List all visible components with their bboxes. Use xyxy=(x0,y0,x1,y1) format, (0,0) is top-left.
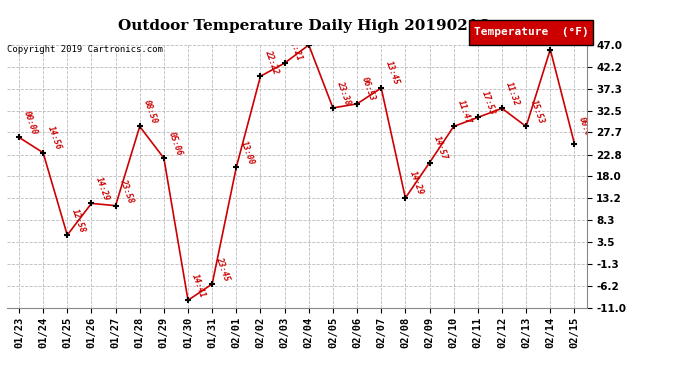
Text: 08:50: 08:50 xyxy=(142,99,159,125)
Text: 23:58: 23:58 xyxy=(118,178,135,204)
Point xyxy=(182,297,193,303)
Point xyxy=(207,281,218,287)
Text: 14:29: 14:29 xyxy=(408,170,425,196)
Point xyxy=(520,123,531,129)
Text: 00:00: 00:00 xyxy=(21,110,39,136)
Text: Outdoor Temperature Daily High 20190216: Outdoor Temperature Daily High 20190216 xyxy=(118,19,489,33)
Text: 00:00: 00:00 xyxy=(577,116,594,142)
Text: 11:47: 11:47 xyxy=(456,99,473,125)
Text: 05:06: 05:06 xyxy=(166,130,184,157)
Point xyxy=(472,114,483,120)
Text: Copyright 2019 Cartronics.com: Copyright 2019 Cartronics.com xyxy=(7,45,163,54)
Point xyxy=(134,123,145,129)
Text: 12:21: 12:21 xyxy=(287,35,304,62)
Text: 14:56: 14:56 xyxy=(46,125,63,152)
Point xyxy=(255,73,266,79)
Text: 13:45: 13:45 xyxy=(384,60,401,87)
Point xyxy=(303,42,314,48)
Text: 17:53: 17:53 xyxy=(480,90,497,116)
Text: 14:57: 14:57 xyxy=(432,135,449,161)
Point xyxy=(37,150,48,156)
Text: 14:29: 14:29 xyxy=(94,176,111,202)
Text: 13:08: 13:08 xyxy=(553,22,570,48)
Point xyxy=(328,105,339,111)
Point xyxy=(110,202,121,208)
Point xyxy=(497,105,508,111)
Point xyxy=(375,85,386,91)
Text: 06:53: 06:53 xyxy=(359,76,377,102)
Text: 13:00: 13:00 xyxy=(239,139,256,166)
Point xyxy=(86,200,97,206)
Text: 11:32: 11:32 xyxy=(504,80,522,107)
Point xyxy=(62,232,73,238)
Text: 22:22: 22:22 xyxy=(263,48,280,75)
Text: 23:45: 23:45 xyxy=(215,256,232,283)
Text: 12:58: 12:58 xyxy=(70,207,87,234)
Text: Temperature  (°F): Temperature (°F) xyxy=(474,27,589,37)
Text: 23:38: 23:38 xyxy=(335,80,353,106)
Point xyxy=(569,141,580,147)
Text: 14:41: 14:41 xyxy=(190,272,208,299)
Point xyxy=(230,164,241,170)
Point xyxy=(545,46,556,53)
Point xyxy=(448,123,460,129)
Point xyxy=(279,60,290,66)
Point xyxy=(158,155,169,161)
Text: 15:53: 15:53 xyxy=(529,99,546,125)
Point xyxy=(424,160,435,166)
Point xyxy=(400,195,411,201)
Text: 11:10: 11:10 xyxy=(311,17,328,44)
Point xyxy=(351,101,363,107)
Point xyxy=(14,134,25,140)
